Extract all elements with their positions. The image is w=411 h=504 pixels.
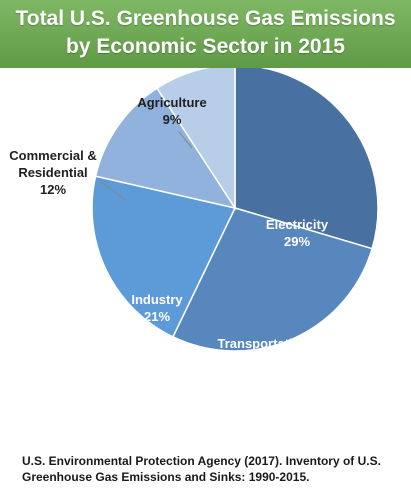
pie-slice-transportation <box>171 207 374 352</box>
leader-line-agriculture <box>178 131 193 149</box>
source-citation: U.S. Environmental Protection Agency (20… <box>22 453 397 485</box>
pie-label-agriculture-value: 9% <box>163 112 182 127</box>
source-line-2: Greenhouse Gas Emissions and Sinks: 1990… <box>22 470 310 484</box>
pie-label-electricity-value: 29% <box>284 234 310 249</box>
chart-title-banner: Total U.S. Greenhouse Gas Emissions by E… <box>0 0 411 68</box>
pie-label-agriculture-name: Agriculture <box>137 95 206 110</box>
pie-slice-industry <box>91 175 237 338</box>
pie-label-commercial-residential-value: 12% <box>40 182 66 197</box>
chart-title-line-2: by Economic Sector in 2015 <box>66 35 345 58</box>
pie-slice-commercial-residential <box>94 87 237 210</box>
chart-title-line-1: Total U.S. Greenhouse Gas Emissions <box>15 7 396 30</box>
pie-label-electricity-name: Electricity <box>266 217 329 232</box>
pie-label-industry-value: 21% <box>144 309 170 324</box>
pie-slice-electricity <box>234 68 379 250</box>
pie-chart: Electricity 29% Transportation 27% Industry 2… <box>9 68 379 368</box>
pie-slice-agriculture <box>155 68 236 211</box>
leader-line-commercial-residential <box>99 180 126 201</box>
pie-label-transportation-value: 27% <box>250 353 276 368</box>
source-line-1: U.S. Environmental Protection Agency (20… <box>22 454 381 468</box>
pie-label-transportation-name: Transportation <box>217 336 308 351</box>
pie-label-commercial-residential-name-2: Residential <box>18 165 87 180</box>
pie-chart-area: Electricity 29% Transportation 27% Industry 2… <box>0 68 411 438</box>
pie-label-industry-name: Industry <box>131 292 183 307</box>
pie-label-commercial-residential-name-1: Commercial & <box>9 148 96 163</box>
